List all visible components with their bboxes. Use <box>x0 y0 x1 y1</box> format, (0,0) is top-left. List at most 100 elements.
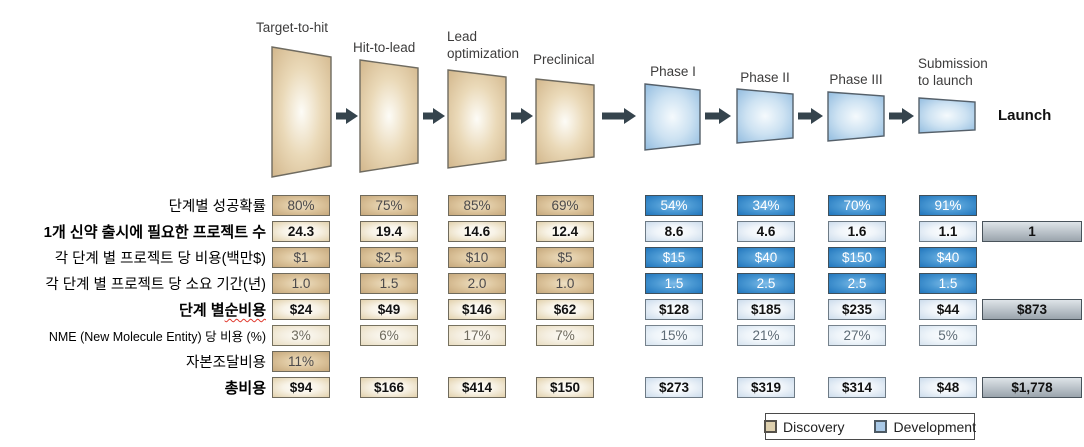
funnel-lead-optimization <box>447 69 507 169</box>
value-cell: 15% <box>645 325 703 346</box>
value-cell: 2.0 <box>448 273 506 294</box>
funnel-submission-to-launch <box>918 97 976 134</box>
value-cell: 2.5 <box>737 273 795 294</box>
value-cell: 11% <box>272 351 330 372</box>
flow-arrow <box>511 108 533 124</box>
row-label: 자본조달비용 <box>185 355 266 371</box>
value-cell: 70% <box>828 195 886 216</box>
development-swatch-icon <box>874 420 888 433</box>
legend-item-discovery: Discovery <box>764 419 844 435</box>
value-cell: 54% <box>645 195 703 216</box>
funnel-phase-3 <box>827 91 885 142</box>
value-cell: 17% <box>448 325 506 346</box>
value-cell: $94 <box>272 377 330 398</box>
value-cell: 1.5 <box>360 273 418 294</box>
value-cell: 4.6 <box>737 221 795 242</box>
value-cell: $128 <box>645 299 703 320</box>
funnel-preclinical <box>535 78 595 165</box>
value-cell: $319 <box>737 377 795 398</box>
stage-label-target-to-hit: Target-to-hit <box>256 20 329 35</box>
value-cell: $150 <box>536 377 594 398</box>
legend-label-discovery: Discovery <box>783 418 845 435</box>
value-cell: 75% <box>360 195 418 216</box>
row-label: 각 단계 별 프로젝트 당 소요 기간(년) <box>45 277 266 293</box>
value-cell: 27% <box>828 325 886 346</box>
value-cell: 2.5 <box>828 273 886 294</box>
value-cell: $2.5 <box>360 247 418 268</box>
row-label: 단계 별 순비용 <box>0 299 266 320</box>
value-cell: 1.1 <box>919 221 977 242</box>
pipeline-funnel-canvas <box>271 46 976 178</box>
stage-label-phase-2: Phase II <box>740 70 790 85</box>
funnel-target-to-hit <box>271 46 332 178</box>
value-cell: $62 <box>536 299 594 320</box>
value-cell: $10 <box>448 247 506 268</box>
row-label: 각 단계 별 프로젝트 당 비용(백만$) <box>54 251 266 267</box>
flow-arrow <box>798 108 823 124</box>
value-cell: 1.5 <box>645 273 703 294</box>
value-cell: $166 <box>360 377 418 398</box>
value-cell: $5 <box>536 247 594 268</box>
value-cell: $15 <box>645 247 703 268</box>
value-cell: 85% <box>448 195 506 216</box>
value-cell: 12.4 <box>536 221 594 242</box>
value-cell: $185 <box>737 299 795 320</box>
value-cell: 3% <box>272 325 330 346</box>
value-cell: $273 <box>645 377 703 398</box>
value-cell: $1 <box>272 247 330 268</box>
stage-label-phase-1: Phase I <box>650 64 696 79</box>
flow-arrow <box>423 108 445 124</box>
stage-label-preclinical: Preclinical <box>533 52 595 67</box>
value-cell: 1.6 <box>828 221 886 242</box>
value-cell: $235 <box>828 299 886 320</box>
value-cell: $49 <box>360 299 418 320</box>
value-cell: 1.0 <box>272 273 330 294</box>
legend: Discovery Development <box>764 413 976 440</box>
funnel-hit-to-lead <box>359 59 419 173</box>
value-cell: $150 <box>828 247 886 268</box>
row-label: NME (New Molecule Entity) 당 비용 (%) <box>48 330 266 344</box>
value-cell: 1.5 <box>919 273 977 294</box>
legend-item-development: Development <box>874 419 976 435</box>
value-cell: 24.3 <box>272 221 330 242</box>
total-cell: $873 <box>982 299 1082 320</box>
stage-label-submission-to-launch: Submission to launch <box>918 56 988 88</box>
value-cell: $40 <box>919 247 977 268</box>
value-cell: 14.6 <box>448 221 506 242</box>
row-label: 총비용 <box>224 380 266 397</box>
value-cell: $40 <box>737 247 795 268</box>
stage-label-phase-3: Phase III <box>829 72 883 87</box>
value-cell: 69% <box>536 195 594 216</box>
value-cell: 6% <box>360 325 418 346</box>
value-cell: 1.0 <box>536 273 594 294</box>
value-cell: $48 <box>919 377 977 398</box>
value-cell: $146 <box>448 299 506 320</box>
funnel-phase-2 <box>736 88 794 144</box>
stage-label-hit-to-lead: Hit-to-lead <box>353 40 416 55</box>
row-label: 단계별 성공확률 <box>168 199 266 215</box>
flow-arrow <box>602 108 636 124</box>
row-label-text: 단계 별 <box>179 302 225 319</box>
value-cell: 5% <box>919 325 977 346</box>
row-label: 1개 신약 출시에 필요한 프로젝트 수 <box>43 224 266 241</box>
flow-arrow <box>889 108 914 124</box>
value-cell: $44 <box>919 299 977 320</box>
value-cell: 34% <box>737 195 795 216</box>
discovery-swatch-icon <box>764 420 778 433</box>
value-cell: 80% <box>272 195 330 216</box>
launch-label: Launch <box>998 107 1052 124</box>
value-cell: $314 <box>828 377 886 398</box>
value-cell: $414 <box>448 377 506 398</box>
total-cell: $1,778 <box>982 377 1082 398</box>
value-cell: $24 <box>272 299 330 320</box>
flow-arrow <box>336 108 358 124</box>
flow-arrow <box>705 108 731 124</box>
funnel-phase-1 <box>644 83 701 151</box>
stage-label-lead-optimization: Lead optimization <box>447 29 520 61</box>
legend-label-development: Development <box>893 418 976 435</box>
value-cell: 19.4 <box>360 221 418 242</box>
value-cell: 7% <box>536 325 594 346</box>
row-label-text-underlined: 순비용 <box>224 302 266 319</box>
total-cell: 1 <box>982 221 1082 242</box>
